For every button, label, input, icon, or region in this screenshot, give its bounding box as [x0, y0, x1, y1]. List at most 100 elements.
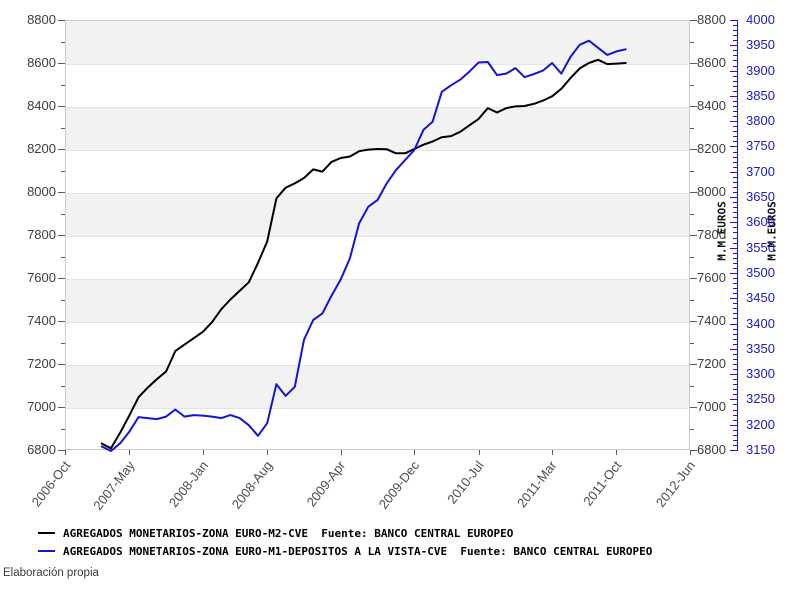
blue-axis-minor-tick	[733, 217, 737, 219]
blue-axis-tick-label: 3800	[746, 113, 775, 129]
right-axis-minor-tick	[690, 342, 694, 344]
left-axis-major-tick	[58, 450, 65, 451]
x-axis-tick-label: 2012-Jun	[652, 458, 698, 510]
blue-axis-tick-label: 3300	[746, 366, 775, 382]
left-axis-major-tick	[58, 321, 65, 322]
blue-axis-minor-tick	[733, 364, 737, 365]
right-axis-minor-tick	[690, 213, 694, 215]
blue-axis-major-tick	[730, 146, 737, 148]
blue-axis-minor-tick	[733, 404, 737, 406]
x-axis-tick-label: 2006-Oct	[28, 458, 73, 510]
right-axis-major-tick	[690, 149, 697, 150]
blue-axis-minor-tick	[733, 227, 737, 229]
legend-label: AGREGADOS MONETARIOS-ZONA EURO-M2-CVE Fu…	[63, 526, 514, 540]
left-axis-major-tick	[58, 407, 65, 408]
blue-axis-minor-tick	[733, 293, 737, 295]
gridline	[66, 408, 689, 409]
legend-label: AGREGADOS MONETARIOS-ZONA EURO-M1-DEPOSI…	[63, 544, 653, 558]
blue-axis-tick-label: 3150	[746, 442, 775, 457]
gridline	[66, 193, 689, 194]
blue-axis-minor-tick	[733, 318, 737, 320]
gridline	[66, 236, 689, 237]
right-axis-tick-label: 7200	[697, 356, 726, 371]
blue-axis-minor-tick	[733, 358, 737, 360]
blue-axis-tick-label: 3450	[746, 290, 775, 306]
blue-axis-major-tick	[730, 399, 737, 401]
blue-axis-minor-tick	[733, 111, 737, 113]
blue-axis-minor-tick	[733, 186, 737, 188]
legend-item: AGREGADOS MONETARIOS-ZONA EURO-M1-DEPOSI…	[38, 544, 652, 558]
blue-axis-minor-tick	[733, 328, 737, 330]
blue-axis-minor-tick	[733, 60, 737, 62]
blue-axis-minor-tick	[733, 30, 737, 32]
blue-axis-major-tick	[730, 171, 737, 173]
blue-axis-minor-tick	[733, 252, 737, 254]
x-axis-tick	[616, 450, 618, 455]
left-axis-minor-tick	[61, 256, 65, 258]
gridline	[66, 107, 689, 108]
blue-axis-minor-tick	[733, 434, 737, 436]
left-axis-minor-tick	[61, 41, 65, 43]
blue-axis-minor-tick	[733, 75, 737, 77]
blue-axis-minor-tick	[733, 313, 737, 315]
blue-axis-minor-tick	[733, 207, 737, 209]
blue-axis-major-tick	[730, 374, 737, 376]
blue-axis-major-tick	[730, 20, 737, 21]
blue-axis-minor-tick	[733, 136, 737, 138]
legend-item: AGREGADOS MONETARIOS-ZONA EURO-M2-CVE Fu…	[38, 526, 513, 540]
right-axis-minor-tick	[690, 385, 694, 387]
blue-axis-minor-tick	[733, 338, 737, 340]
left-axis-major-tick	[58, 235, 65, 236]
blue-axis-minor-tick	[733, 414, 737, 416]
right-axis-minor-tick	[690, 41, 694, 43]
x-axis-tick	[340, 450, 342, 455]
blue-axis-tick-label: 3750	[746, 138, 775, 154]
left-axis-tick-label: 7800	[27, 227, 56, 242]
x-axis-tick-label: 2010-Jul	[443, 458, 487, 507]
left-axis-minor-tick	[61, 127, 65, 129]
left-axis-minor-tick	[61, 299, 65, 301]
right-axis-minor-tick	[690, 127, 694, 129]
right-axis-minor-tick	[690, 428, 694, 430]
right-axis-major-tick	[690, 278, 697, 279]
blue-axis-major-tick	[730, 45, 737, 47]
series-lines	[100, 39, 627, 452]
x-axis-tick	[202, 450, 204, 455]
right-axis-tick-label: 6800	[697, 442, 726, 457]
right-axis-tick-label: 7000	[697, 399, 726, 414]
blue-axis-tick-label: 3250	[746, 391, 775, 407]
blue-axis-minor-tick	[733, 40, 737, 42]
blue-axis-minor-tick	[733, 353, 737, 355]
blue-axis-minor-tick	[733, 384, 737, 386]
blue-axis-minor-tick	[733, 369, 737, 371]
right-axis-major-tick	[690, 63, 697, 64]
x-axis-tick-label: 2008-Jan	[165, 458, 211, 510]
right-axis-major-tick	[690, 20, 697, 21]
blue-axis-major-tick	[730, 424, 737, 426]
left-axis-tick-label: 7400	[27, 313, 56, 328]
blue-axis-major-tick	[730, 272, 737, 274]
right-axis-major-tick	[690, 106, 697, 107]
left-axis-major-tick	[58, 149, 65, 150]
x-axis-tick	[414, 450, 416, 455]
blue-axis-minor-tick	[733, 50, 737, 52]
blue-axis-minor-tick	[733, 257, 737, 259]
blue-axis-major-tick	[730, 348, 737, 350]
blue-axis-tick-label: 3650	[746, 189, 775, 205]
blue-axis-minor-tick	[733, 237, 737, 239]
gridline	[66, 279, 689, 280]
blue-axis-minor-tick	[733, 151, 737, 153]
right-axis-major-tick	[690, 321, 697, 322]
blue-axis-major-tick	[730, 450, 737, 451]
series-line-m1-depositos	[100, 39, 627, 452]
series-line-m2	[100, 58, 627, 450]
blue-axis-minor-tick	[733, 166, 737, 168]
gridline	[66, 322, 689, 323]
blue-axis-tick-label: 3550	[746, 239, 775, 255]
left-axis-minor-tick	[61, 428, 65, 430]
left-axis-tick-label: 6800	[27, 442, 56, 457]
left-axis-major-tick	[58, 20, 65, 21]
blue-axis-major-tick	[730, 222, 737, 224]
right-axis-major-tick	[690, 192, 697, 193]
